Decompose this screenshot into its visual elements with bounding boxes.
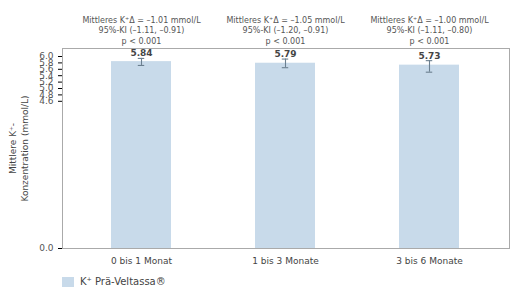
svg-text:5.0: 5.0 — [39, 83, 54, 94]
svg-text:4.8: 4.8 — [39, 89, 54, 100]
svg-text:5.79: 5.79 — [274, 49, 296, 59]
svg-text:0 bis 1 Monat: 0 bis 1 Monat — [111, 256, 172, 266]
svg-text:4.6: 4.6 — [39, 96, 54, 107]
html-text:K⁺ Prä-Veltassa®: K⁺ Prä-Veltassa® — [80, 276, 166, 287]
svg-text:3 bis 6 Monate: 3 bis 6 Monate — [396, 256, 463, 266]
svg-text:Mittlere K⁺-Konzentration (mmo: Mittlere K⁺-Konzentration (mmol/L) — [8, 95, 29, 201]
svg-text:Mittleres K⁺Δ = –1.00 mmol/L95: Mittleres K⁺Δ = –1.00 mmol/L95%-KI (–1.1… — [370, 16, 489, 46]
svg-text:5.6: 5.6 — [39, 64, 54, 75]
svg-text:1 bis 3 Monate: 1 bis 3 Monate — [252, 256, 319, 266]
svg-text:5.73: 5.73 — [418, 51, 440, 61]
svg-text:0.0: 0.0 — [39, 243, 54, 253]
svg-text:Mittleres K⁺Δ = –1.05 mmol/L95: Mittleres K⁺Δ = –1.05 mmol/L95%-KI (–1.2… — [226, 16, 345, 46]
svg-text:5.2: 5.2 — [39, 77, 54, 87]
svg-text:Mittleres K⁺Δ = –1.01 mmol/L95: Mittleres K⁺Δ = –1.01 mmol/L95%-KI (–1.1… — [82, 16, 201, 46]
svg-text:6.0: 6.0 — [39, 51, 54, 61]
svg-text:5.84: 5.84 — [130, 48, 152, 58]
svg-text:5.8: 5.8 — [39, 57, 54, 68]
svg-text:5.4: 5.4 — [39, 70, 54, 81]
